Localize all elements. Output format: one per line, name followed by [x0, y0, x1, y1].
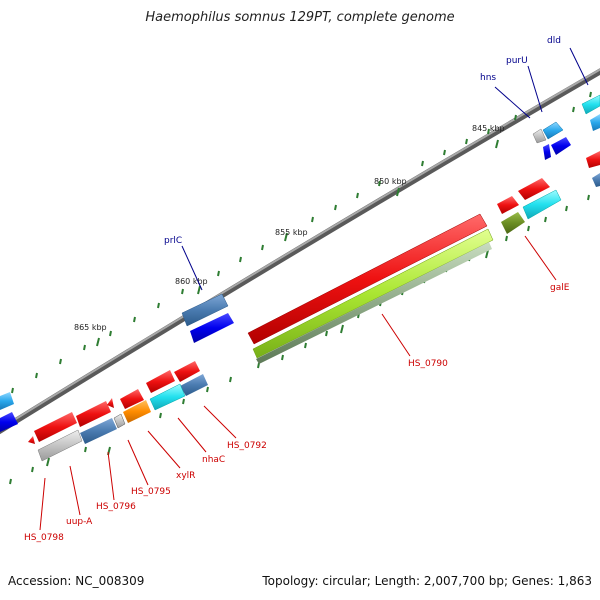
label-HS_0796: HS_0796 — [96, 502, 136, 512]
gene-hns — [532, 128, 547, 144]
gene-uupA-red — [34, 412, 77, 442]
gene-HS_0798-red — [28, 436, 35, 444]
leader-lines — [39, 47, 589, 531]
label-prlC: prlC — [164, 236, 182, 246]
gene-galE-olive — [501, 212, 525, 234]
gene-nhaC-cyan — [149, 383, 186, 411]
label-dld: dld — [547, 36, 561, 46]
label-HS_0790: HS_0790 — [408, 359, 448, 369]
gene-galE-red-1 — [497, 196, 519, 214]
label-xylR: xylR — [176, 471, 195, 481]
gene-dld-forward-2 — [590, 114, 600, 131]
gene-blue-small — [543, 144, 551, 160]
gene-right-edge-red — [586, 151, 600, 168]
label-HS_0795: HS_0795 — [131, 487, 171, 497]
gene-HS_0792-steel — [180, 374, 208, 396]
gene-HS_0790-lime — [252, 228, 494, 359]
label-galE: galE — [550, 283, 570, 293]
accession-text: Accession: NC_008309 — [8, 574, 145, 588]
gene-HS_0790-grey — [256, 242, 492, 364]
gene-HS_0796-red — [76, 401, 111, 427]
gene-blue-purU — [551, 137, 571, 155]
genome-backbone — [0, 68, 600, 435]
gene-left-edge-blue — [0, 412, 18, 432]
gene-purU — [542, 121, 564, 140]
tick-label-845: 845 kbp — [472, 124, 505, 133]
label-hns: hns — [480, 73, 496, 83]
gene-galE-red-2 — [518, 178, 550, 200]
genome-summary-text: Topology: circular; Length: 2,007,700 bp… — [262, 574, 592, 588]
forward-genes — [0, 94, 600, 410]
gene-nhaC-red — [146, 370, 175, 393]
gene-HS_0795-grey — [113, 413, 126, 429]
reverse-genes — [28, 178, 562, 462]
label-HS_0798: HS_0798 — [24, 533, 64, 543]
tick-label-855: 855 kbp — [275, 228, 308, 237]
tick-label-865: 865 kbp — [74, 323, 107, 332]
gene-xylR-orange — [123, 400, 151, 423]
gene-right-edge-blue — [592, 173, 600, 187]
tick-labels: 845 kbp 850 kbp 855 kbp 860 kbp 865 kbp — [74, 124, 505, 332]
gene-galE-cyan — [522, 189, 562, 220]
map-title: Haemophilus somnus 129PT, complete genom… — [145, 10, 455, 25]
tick-label-850: 850 kbp — [374, 177, 407, 186]
label-uup-A: uup-A — [66, 517, 93, 527]
gene-HS_0790 — [247, 213, 488, 345]
gene-labels: dld purU hns prlC galE HS_0790 HS_0792 n… — [24, 36, 570, 543]
gene-HS_0792-red — [174, 361, 200, 382]
label-purU: purU — [506, 56, 528, 66]
gene-left-edge-sky — [0, 392, 14, 410]
gene-uupA-grey — [37, 429, 83, 462]
gene-small-red-1 — [107, 398, 114, 408]
gene-HS_0796-steel — [80, 418, 117, 444]
tick-label-860: 860 kbp — [175, 277, 208, 286]
gene-xylR-red — [120, 389, 144, 409]
outer-ruler — [11, 91, 592, 394]
label-nhaC: nhaC — [202, 455, 225, 465]
gene-dld-forward — [581, 94, 600, 115]
gene-prlC — [181, 293, 229, 327]
label-HS_0792: HS_0792 — [227, 441, 267, 451]
gene-prlC-blue — [190, 313, 234, 343]
upper-genes — [0, 137, 600, 432]
